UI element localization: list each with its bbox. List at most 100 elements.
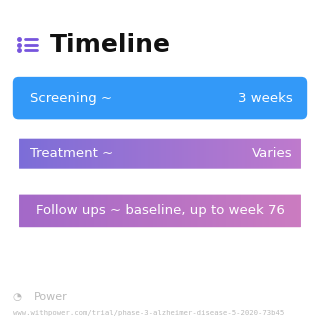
Bar xyxy=(278,188,279,233)
Bar xyxy=(30,188,32,233)
Bar xyxy=(219,188,220,233)
Bar xyxy=(228,132,229,175)
Bar xyxy=(125,188,126,233)
Bar xyxy=(284,132,285,175)
Bar xyxy=(257,132,259,175)
Bar xyxy=(189,132,191,175)
Bar xyxy=(38,188,39,233)
Bar xyxy=(273,188,275,233)
Bar xyxy=(128,188,129,233)
Bar xyxy=(113,132,114,175)
Bar xyxy=(86,132,88,175)
Bar xyxy=(223,132,225,175)
Bar xyxy=(150,188,151,233)
Bar xyxy=(231,188,232,233)
Bar xyxy=(41,188,42,233)
Bar xyxy=(176,188,178,233)
Bar xyxy=(253,132,254,175)
Bar xyxy=(160,188,162,233)
Text: Treatment ~: Treatment ~ xyxy=(30,147,114,160)
Bar xyxy=(136,188,138,233)
Bar xyxy=(228,188,229,233)
Bar xyxy=(248,188,250,233)
Bar xyxy=(33,132,35,175)
Bar xyxy=(194,132,195,175)
Bar xyxy=(272,188,273,233)
Bar xyxy=(108,188,110,233)
Bar xyxy=(166,132,167,175)
Bar xyxy=(173,188,175,233)
Bar xyxy=(204,132,206,175)
Bar xyxy=(268,132,269,175)
Bar xyxy=(39,188,41,233)
Bar xyxy=(213,188,214,233)
Bar xyxy=(217,132,219,175)
Bar xyxy=(151,132,153,175)
Bar xyxy=(81,132,82,175)
Bar xyxy=(163,188,164,233)
Bar xyxy=(164,132,166,175)
Bar xyxy=(241,188,243,233)
Bar xyxy=(198,132,200,175)
Bar xyxy=(57,132,59,175)
Bar xyxy=(216,132,217,175)
Bar xyxy=(76,132,77,175)
Bar xyxy=(117,188,119,233)
Bar xyxy=(89,188,91,233)
Bar xyxy=(119,132,120,175)
Bar xyxy=(92,188,94,233)
Bar xyxy=(57,188,59,233)
Bar xyxy=(91,132,92,175)
Bar xyxy=(110,188,111,233)
Bar xyxy=(157,132,158,175)
Bar xyxy=(241,132,243,175)
Bar xyxy=(287,188,288,233)
Text: www.withpower.com/trial/phase-3-alzheimer-disease-5-2020-73b45: www.withpower.com/trial/phase-3-alzheime… xyxy=(13,310,284,316)
Bar xyxy=(250,132,251,175)
Bar xyxy=(45,132,47,175)
Bar xyxy=(131,132,132,175)
Bar xyxy=(79,188,81,233)
Bar xyxy=(269,188,270,233)
Bar xyxy=(294,132,295,175)
Bar xyxy=(180,188,182,233)
Bar xyxy=(239,132,241,175)
Bar xyxy=(151,188,153,233)
Bar xyxy=(176,132,178,175)
Bar xyxy=(259,132,260,175)
Bar xyxy=(59,188,60,233)
Bar xyxy=(234,132,235,175)
Bar xyxy=(126,188,128,233)
Bar xyxy=(222,132,223,175)
Bar xyxy=(261,132,263,175)
Bar xyxy=(41,132,42,175)
Bar xyxy=(182,132,184,175)
Bar xyxy=(140,132,141,175)
Bar xyxy=(281,132,282,175)
Bar xyxy=(36,132,38,175)
Bar xyxy=(270,188,272,233)
Bar xyxy=(180,132,182,175)
Bar xyxy=(254,188,256,233)
Bar xyxy=(119,188,120,233)
Bar xyxy=(276,188,278,233)
Bar xyxy=(97,188,98,233)
Bar xyxy=(123,188,125,233)
Bar xyxy=(98,132,100,175)
Bar xyxy=(29,188,30,233)
Bar xyxy=(154,132,156,175)
Bar xyxy=(69,188,70,233)
Bar xyxy=(209,132,210,175)
Bar xyxy=(140,188,141,233)
Bar xyxy=(33,188,35,233)
Bar xyxy=(263,188,265,233)
Bar xyxy=(291,188,292,233)
Bar xyxy=(144,188,145,233)
Bar xyxy=(184,188,185,233)
Bar xyxy=(122,132,123,175)
Bar xyxy=(135,132,136,175)
Bar xyxy=(259,188,260,233)
Bar xyxy=(141,132,142,175)
Bar xyxy=(195,132,197,175)
Bar xyxy=(247,188,248,233)
